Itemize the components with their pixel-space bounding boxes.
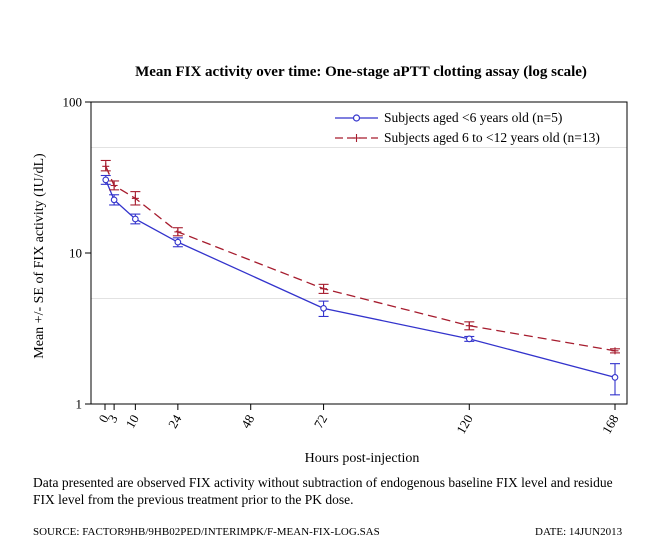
series-1-point-5 — [465, 335, 473, 343]
series-2-point-2 — [131, 194, 139, 202]
x-tick-label-6: 120 — [453, 412, 476, 436]
y-axis-title: Mean +/- SE of FIX activity (IU/dL) — [32, 153, 47, 359]
y-axis: 1 10 100 — [63, 95, 91, 412]
y-tick-label-0: 1 — [76, 397, 83, 412]
gridlines — [91, 146, 627, 299]
series-2 — [100, 159, 620, 355]
legend-entry-series-2: Subjects aged 6 to <12 years old (n=13) — [335, 130, 600, 145]
legend-label-series-1: Subjects aged <6 years old (n=5) — [384, 110, 562, 125]
x-tick-label-3: 24 — [165, 412, 185, 431]
x-tick-label-7: 168 — [599, 412, 622, 436]
series-2-point-3 — [174, 228, 182, 236]
y-tick-label-1: 10 — [69, 246, 82, 261]
date-line: DATE: 14JUN2013 — [535, 526, 623, 538]
footnote: Data presented are observed FIX activity… — [33, 475, 613, 507]
series-1-point-3 — [174, 238, 182, 246]
series-1-point-4 — [320, 304, 327, 312]
x-axis-title: Hours post-injection — [305, 451, 420, 466]
series-1 — [100, 174, 620, 396]
series-1-point-6 — [611, 374, 619, 381]
y-tick-label-2: 100 — [63, 95, 83, 110]
series-layer — [100, 159, 620, 396]
series-1-line — [105, 179, 616, 379]
x-tick-label-5: 72 — [311, 412, 330, 431]
series-1-point-1 — [110, 196, 118, 204]
legend-marker-series-2 — [352, 134, 361, 142]
x-axis: 03 10 24 48 72 120 168 — [95, 404, 622, 436]
legend-entry-series-1: Subjects aged <6 years old (n=5) — [335, 110, 562, 125]
series-2-point-1 — [110, 181, 118, 189]
legend: Subjects aged <6 years old (n=5) Subject… — [335, 110, 600, 145]
series-2-point-0 — [102, 162, 110, 170]
chart-title: Mean FIX activity over time: One-stage a… — [135, 64, 587, 80]
series-2-line — [105, 166, 616, 352]
legend-marker-series-1 — [352, 114, 361, 122]
series-1-point-2 — [132, 215, 139, 223]
series-2-point-6 — [611, 347, 619, 355]
legend-label-series-2: Subjects aged 6 to <12 years old (n=13) — [384, 130, 600, 145]
x-tick-label-4: 48 — [238, 412, 257, 431]
source-line: SOURCE: FACTOR9HB/9HB02PED/INTERIMPK/F-M… — [33, 526, 380, 538]
series-2-point-5 — [465, 322, 473, 330]
series-1-point-0 — [102, 176, 110, 184]
series-2-point-4 — [320, 285, 328, 293]
x-tick-label-2: 10 — [122, 412, 141, 431]
chart: Mean FIX activity over time: One-stage a… — [32, 64, 628, 466]
